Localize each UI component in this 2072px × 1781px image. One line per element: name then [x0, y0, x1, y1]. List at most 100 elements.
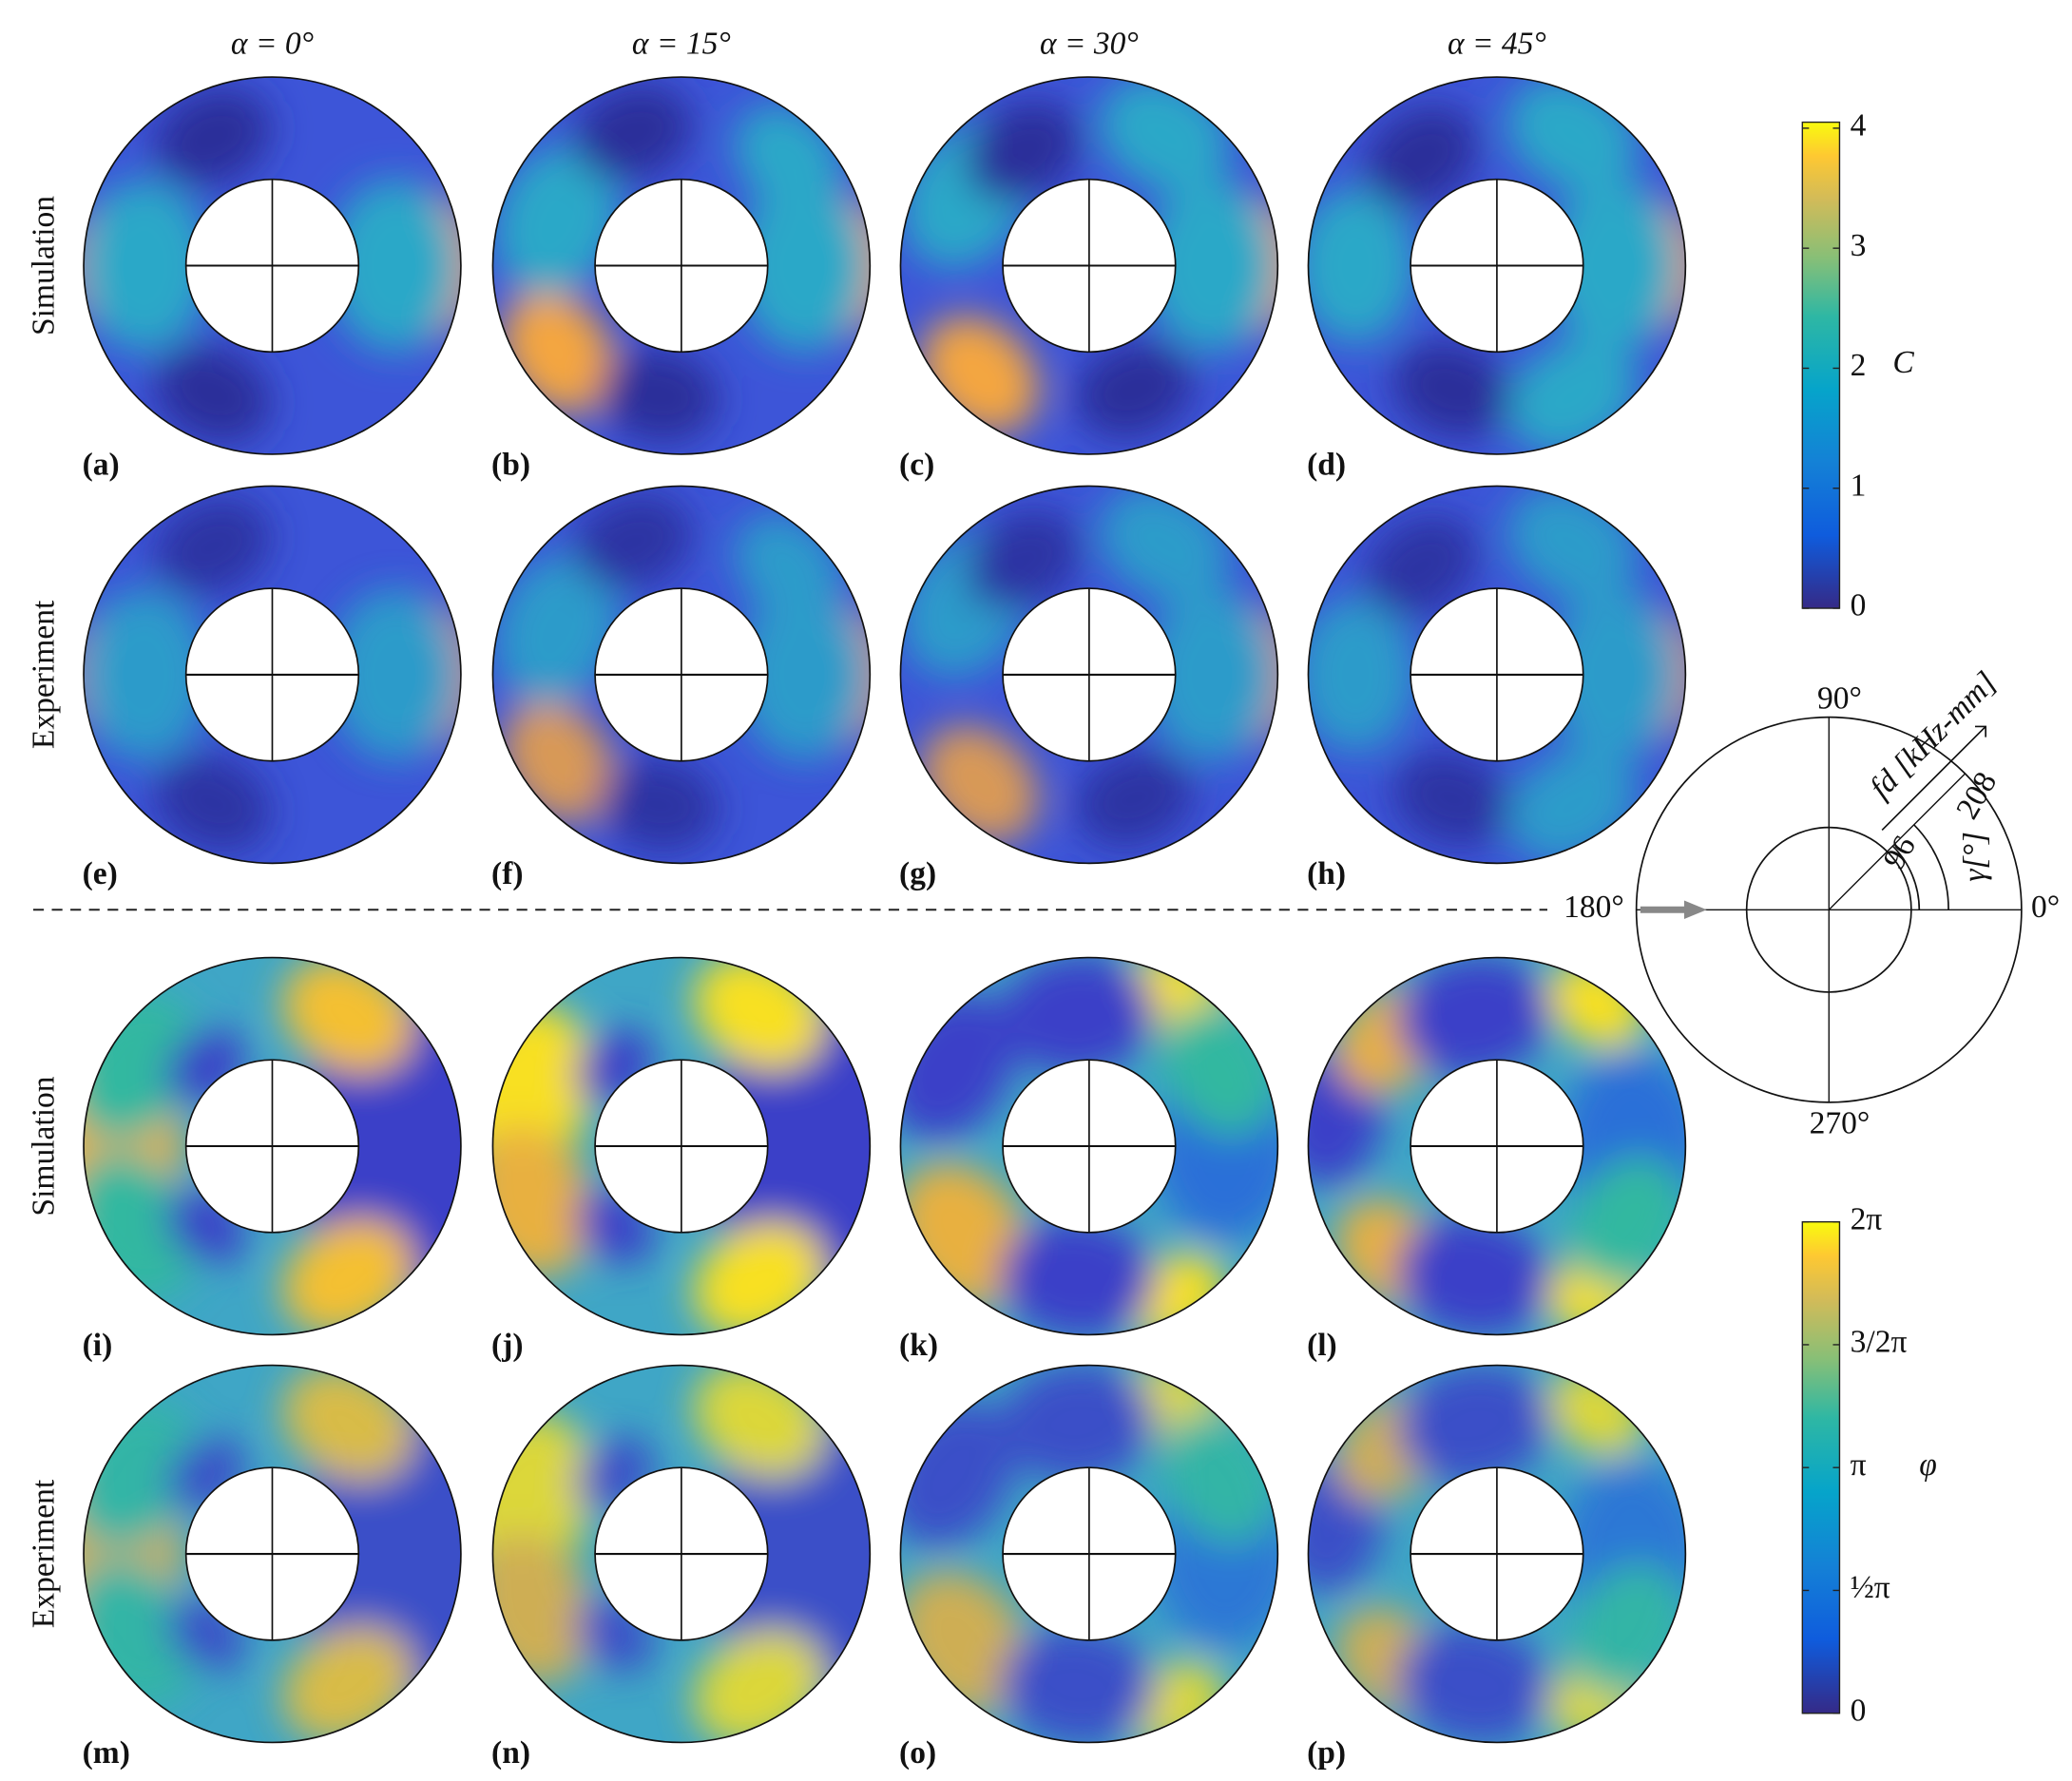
panel-label: (l)	[1307, 1328, 1337, 1363]
colorbar-tick-label: 3	[1851, 228, 1867, 263]
outer-ring	[899, 76, 1279, 455]
panel-label: (j)	[491, 1328, 523, 1363]
colorbar-tick-label: 1	[1851, 468, 1867, 503]
outer-ring	[899, 485, 1279, 865]
colorbar-tick-label: 0	[1851, 588, 1867, 623]
field-blob	[1000, 1217, 1156, 1335]
field-blob	[154, 87, 271, 187]
outer-ring	[491, 76, 872, 455]
incident-arrowhead	[1683, 900, 1707, 920]
field-blob	[328, 179, 461, 353]
field-blob	[328, 588, 461, 761]
field-blob	[598, 348, 719, 443]
field-blob	[84, 588, 211, 761]
outer-ring	[899, 1364, 1279, 1744]
field-map	[1308, 486, 1686, 864]
panel-label: (c)	[899, 448, 934, 483]
field-blob	[1392, 341, 1511, 438]
field-blob	[1000, 1365, 1156, 1483]
outer-ring	[899, 956, 1279, 1336]
panel-label: (d)	[1307, 448, 1346, 483]
row-label: Experiment	[27, 1479, 62, 1628]
field-blob	[737, 179, 871, 353]
field-blobs	[1308, 957, 1686, 1335]
field-blob	[1547, 588, 1680, 761]
field-blob	[1308, 597, 1415, 753]
colorbar	[1801, 121, 1841, 609]
colorbar-tick-label: 2π	[1851, 1201, 1883, 1236]
panel-label: (o)	[899, 1735, 936, 1771]
outer-ring	[491, 956, 872, 1336]
field-blobs	[1308, 486, 1686, 863]
field-blob	[154, 753, 271, 852]
outer-ring	[83, 76, 462, 455]
row-label: Simulation	[27, 196, 62, 335]
row-label: Experiment	[27, 600, 62, 749]
field-blob	[84, 179, 211, 353]
colorbar-tick-label: 4	[1851, 108, 1867, 144]
outer-ring	[1307, 76, 1687, 455]
field-blob	[1396, 1623, 1552, 1743]
polar-label: 180°	[1564, 890, 1624, 925]
panel-label: (k)	[899, 1328, 938, 1363]
gamma-arc	[1891, 845, 1921, 910]
field-blob	[1308, 187, 1415, 344]
field-blob	[1000, 1625, 1156, 1743]
panel-label: (a)	[83, 448, 120, 483]
field-blob	[1396, 957, 1552, 1077]
field-blob	[1547, 179, 1680, 353]
panel-label: (h)	[1307, 856, 1346, 891]
panel-label: (b)	[491, 448, 530, 483]
field-blob	[1075, 750, 1194, 848]
outer-ring	[83, 485, 462, 865]
gamma-arc	[1913, 824, 1949, 910]
field-blob	[966, 509, 1081, 611]
panel-label: (n)	[491, 1735, 530, 1771]
panel-label: (f)	[491, 856, 523, 891]
colorbar-label: φ	[1919, 1447, 1937, 1483]
outer-ring	[1307, 485, 1687, 865]
field-blob	[1145, 179, 1278, 353]
field-map	[84, 77, 461, 454]
polar-label: 96	[1876, 830, 1923, 875]
polar-label: 208	[1949, 766, 2004, 825]
field-map	[84, 1365, 461, 1743]
panel-label: (i)	[83, 1328, 113, 1363]
colorbar-tick-label: ½π	[1851, 1570, 1890, 1605]
field-blob	[1365, 514, 1478, 619]
column-title: α = 30°	[1040, 27, 1139, 62]
column-title: α = 15°	[632, 27, 731, 62]
field-blobs	[1308, 77, 1686, 454]
field-blob	[1075, 341, 1194, 438]
field-blob	[1392, 750, 1511, 848]
polar-label: 270°	[1810, 1106, 1871, 1141]
polar-label: 90°	[1817, 681, 1862, 717]
field-blob	[737, 588, 871, 761]
field-blob	[573, 84, 693, 182]
field-blob	[966, 101, 1081, 202]
field-blob	[492, 1412, 595, 1581]
field-map	[84, 957, 461, 1335]
outer-ring	[83, 956, 462, 1336]
outer-ring	[1307, 1364, 1687, 1744]
field-blob	[598, 757, 719, 852]
panel-label: (p)	[1307, 1735, 1346, 1771]
field-blob	[1396, 1365, 1552, 1484]
panel-label: (g)	[899, 856, 936, 891]
outer-ring	[1307, 956, 1687, 1336]
field-blob	[1000, 957, 1156, 1075]
row-label: Simulation	[27, 1076, 62, 1216]
field-blob	[1365, 105, 1478, 209]
field-blob	[494, 553, 620, 706]
field-blob	[154, 497, 271, 596]
polar-label: γ[°]	[1957, 832, 1992, 882]
fd-arrow	[1881, 725, 1987, 832]
field-blob	[573, 493, 693, 590]
field-blobs	[84, 958, 461, 1335]
outer-ring	[83, 1364, 462, 1744]
polar-label: 0°	[2031, 890, 2060, 925]
field-blobs	[84, 497, 461, 852]
panel-label: (m)	[83, 1735, 130, 1771]
colorbar-tick-label: π	[1851, 1447, 1867, 1483]
